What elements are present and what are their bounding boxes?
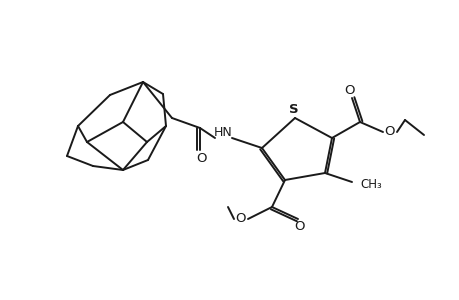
Text: HN: HN [213,125,232,139]
Text: S: S [289,103,298,116]
Text: O: O [344,83,354,97]
Text: O: O [384,124,394,137]
Text: O: O [294,220,305,233]
Text: CH₃: CH₃ [359,178,381,190]
Text: O: O [235,212,246,224]
Text: O: O [196,152,207,164]
